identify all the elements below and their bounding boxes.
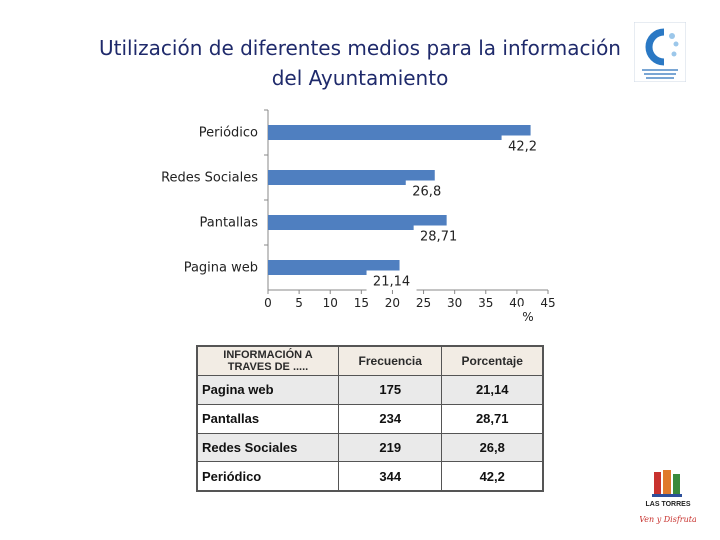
bar xyxy=(268,125,531,140)
title-line-2: del Ayuntamiento xyxy=(271,66,449,90)
table-row: Redes Sociales 219 26,8 xyxy=(197,432,543,463)
table-row: Pantallas 234 28,71 xyxy=(197,403,543,434)
row-medium: Periódico xyxy=(197,461,339,491)
y-tick-label: Periódico xyxy=(199,126,258,141)
header-cell-medium: INFORMACIÓN A TRAVES DE ..... xyxy=(197,346,339,376)
row-frequency: 234 xyxy=(337,403,443,434)
row-percentage: 28,71 xyxy=(441,403,543,434)
x-tick-label: 35 xyxy=(478,296,493,310)
row-frequency: 344 xyxy=(337,461,443,491)
data-label-box xyxy=(413,225,464,246)
table-header-row: INFORMACIÓN A TRAVES DE ..... Frecuencia… xyxy=(197,346,543,376)
y-tick-label: Pantallas xyxy=(200,216,259,231)
las-torres-slogan: Ven y Disfruta xyxy=(640,515,696,524)
y-tick-label: Redes Sociales xyxy=(161,171,258,186)
header-cell-frequency: Frecuencia xyxy=(337,346,443,376)
data-label: 21,14 xyxy=(373,275,410,290)
x-tick-label: 30 xyxy=(447,296,462,310)
x-axis-label: % xyxy=(522,310,533,324)
data-label: 26,8 xyxy=(412,185,441,200)
x-tick-label: 5 xyxy=(295,296,303,310)
data-label: 42,2 xyxy=(508,140,537,155)
data-label-box xyxy=(366,270,417,291)
y-tick-label: Pagina web xyxy=(184,261,258,276)
row-medium: Redes Sociales xyxy=(197,432,339,463)
header-cell-percentage: Porcentaje xyxy=(441,346,543,376)
bar xyxy=(268,170,435,185)
row-percentage: 42,2 xyxy=(441,461,543,491)
las-torres-label: LAS TORRES xyxy=(646,501,691,508)
x-tick-label: 10 xyxy=(323,296,338,310)
data-table: INFORMACIÓN A TRAVES DE ..... Frecuencia… xyxy=(196,345,544,492)
x-tick-label: 45 xyxy=(540,296,555,310)
data-label-box xyxy=(501,135,544,156)
x-axis-label-box xyxy=(520,306,536,326)
table-row: Pagina web 175 21,14 xyxy=(197,375,543,405)
row-medium: Pagina web xyxy=(197,375,339,405)
consorcio-logo xyxy=(634,22,686,82)
las-torres-logo: LAS TORRES Ven y Disfruta xyxy=(640,470,696,524)
chart-title: Utilización de diferentes medios para la… xyxy=(80,33,640,93)
x-tick-label: 25 xyxy=(416,296,431,310)
bar xyxy=(268,215,447,230)
x-tick-label: 0 xyxy=(264,296,272,310)
table-row: Periódico 344 42,2 xyxy=(197,461,543,491)
row-frequency: 175 xyxy=(337,375,443,405)
x-tick-label: 20 xyxy=(385,296,400,310)
data-label: 28,71 xyxy=(420,230,457,245)
x-tick-label: 15 xyxy=(354,296,369,310)
row-frequency: 219 xyxy=(337,432,443,463)
row-percentage: 21,14 xyxy=(441,375,543,405)
data-label-box xyxy=(405,180,448,201)
row-percentage: 26,8 xyxy=(441,432,543,463)
title-line-1: Utilización de diferentes medios para la… xyxy=(99,36,621,60)
row-medium: Pantallas xyxy=(197,403,339,434)
